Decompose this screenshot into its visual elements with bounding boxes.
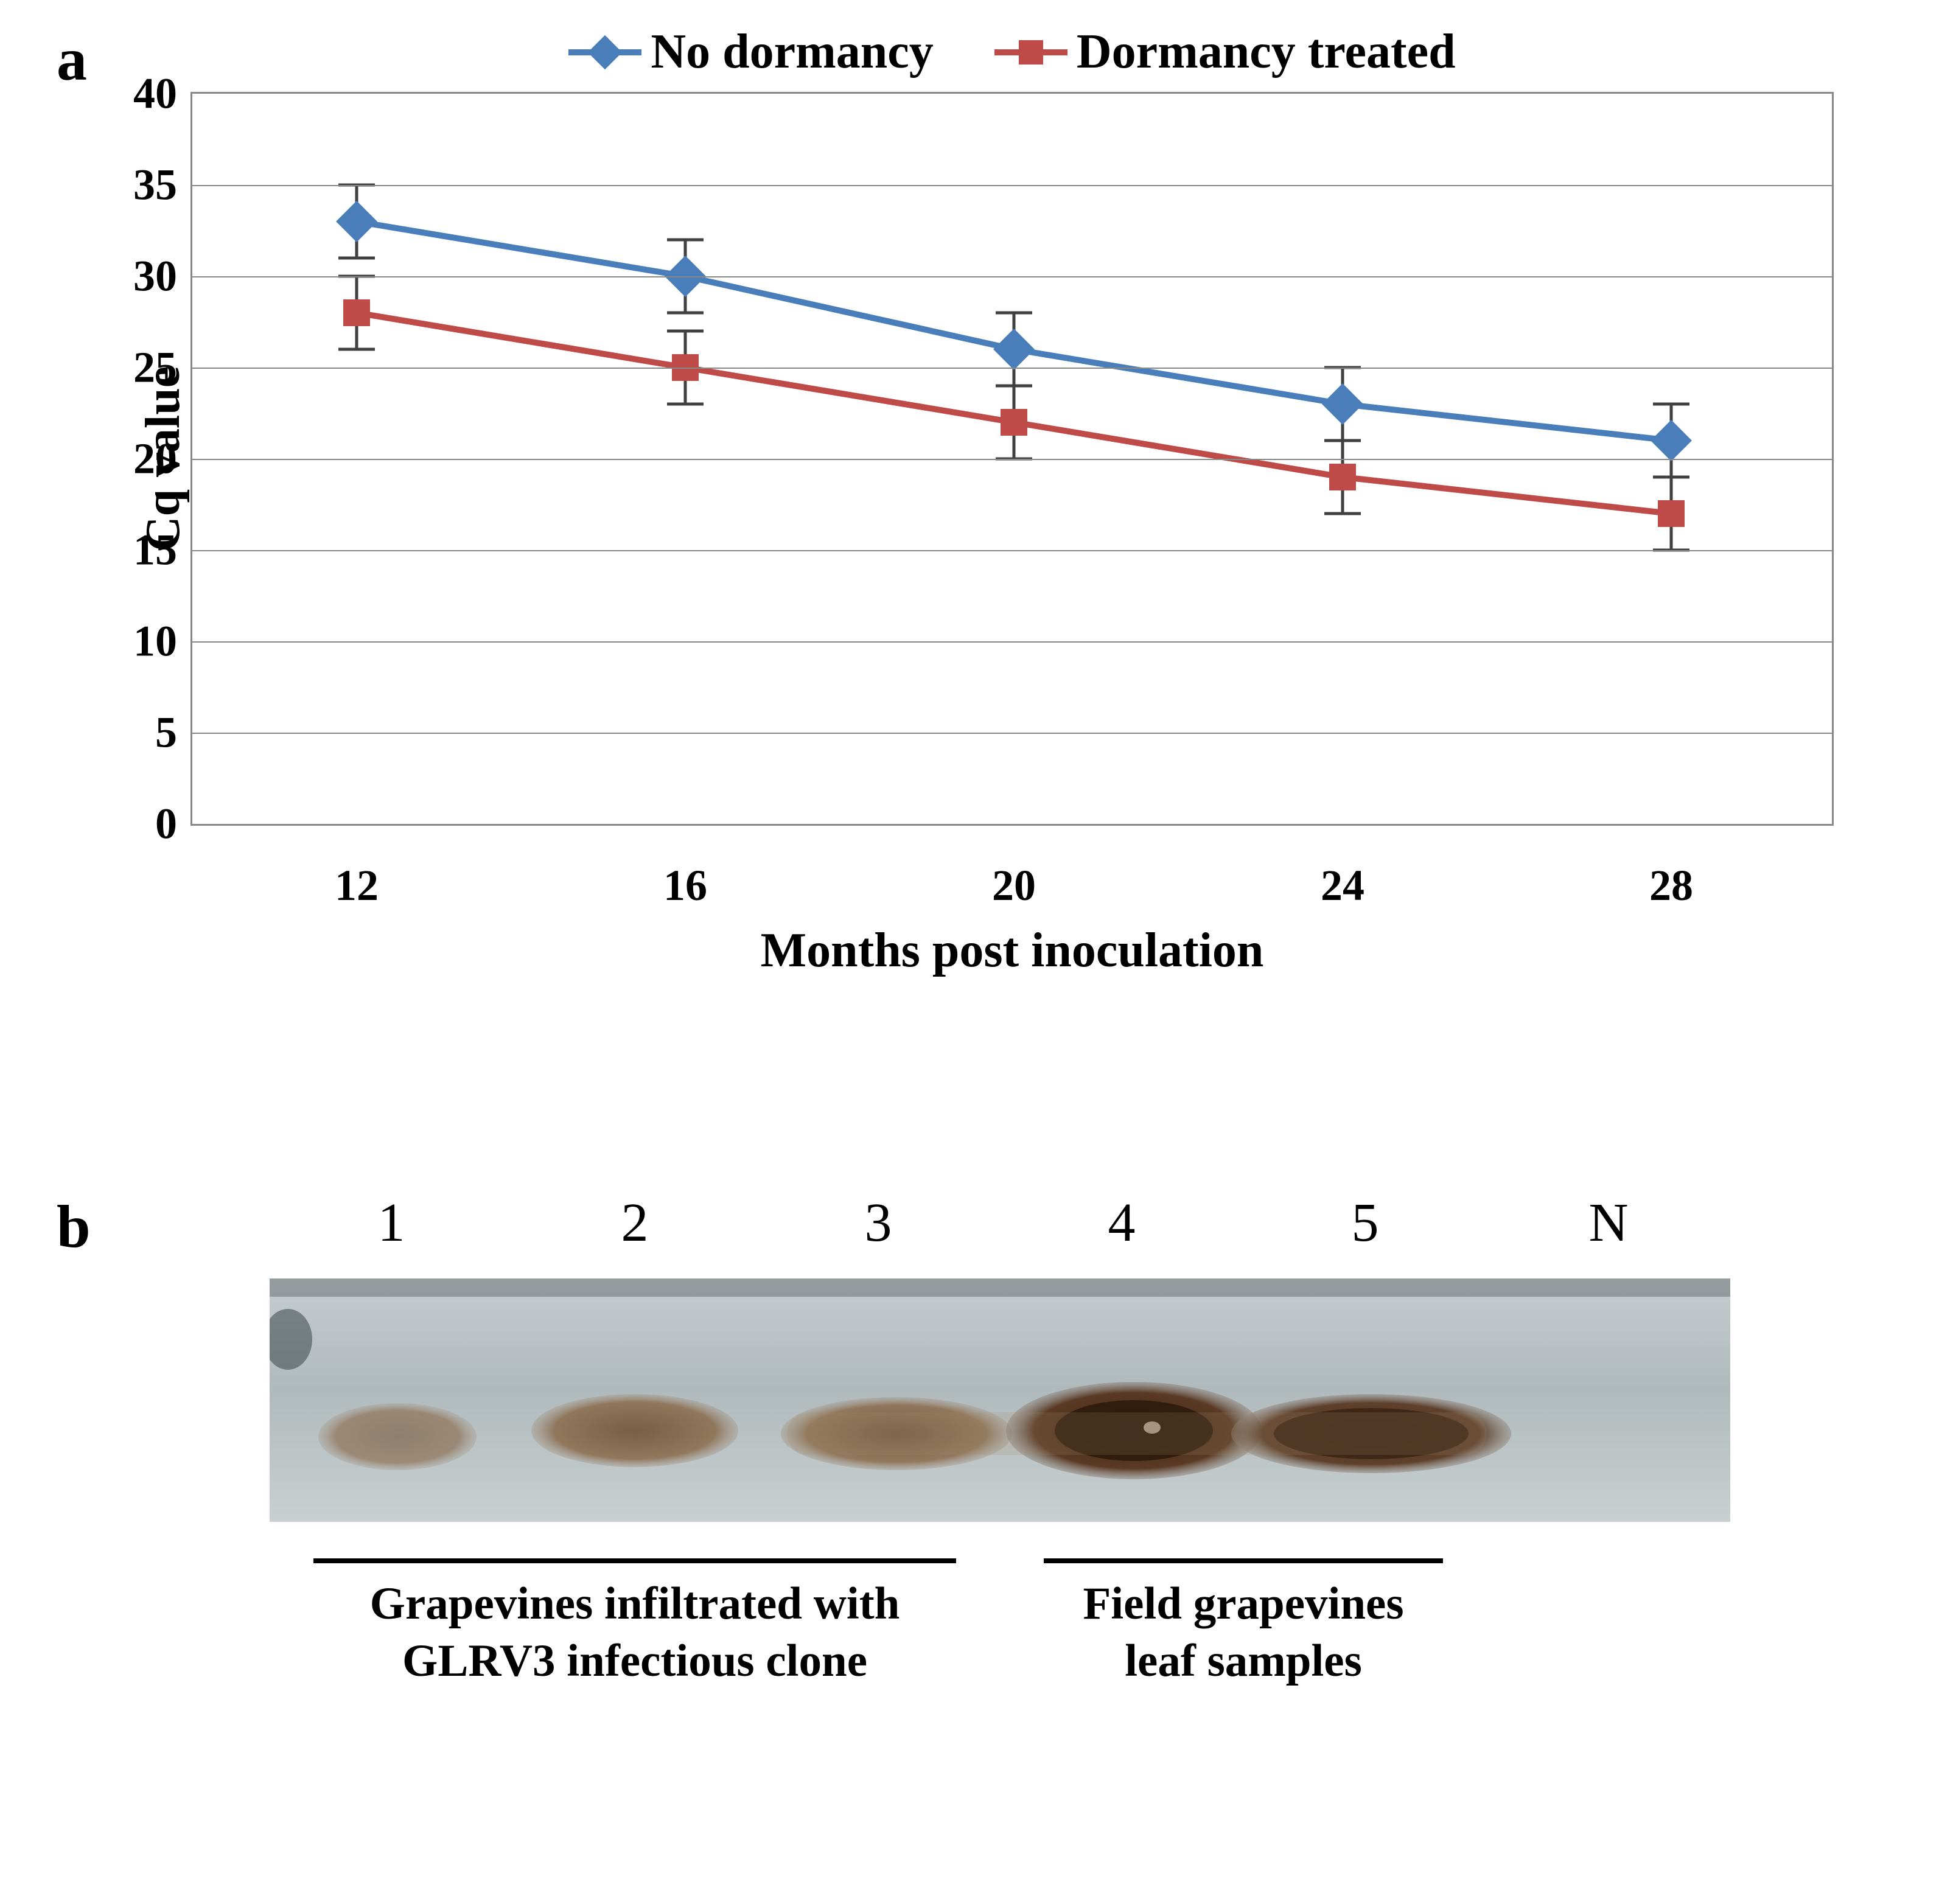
legend-swatch-no-dormancy bbox=[568, 49, 641, 55]
x-tick-label: 28 bbox=[1649, 824, 1693, 911]
x-tick-label: 16 bbox=[663, 824, 707, 911]
legend-label: Dormancy treated bbox=[1077, 24, 1456, 80]
lane-label: 3 bbox=[756, 1191, 1000, 1254]
lane-label: N bbox=[1487, 1191, 1730, 1254]
western-blot-image bbox=[270, 1278, 1730, 1522]
legend-swatch-dormancy-treated bbox=[994, 49, 1067, 55]
y-tick-label: 5 bbox=[155, 708, 192, 758]
grid-line bbox=[192, 641, 1832, 643]
group-underlines bbox=[270, 1558, 1730, 1563]
panel-b-label: b bbox=[57, 1191, 91, 1261]
grid-line bbox=[192, 368, 1832, 369]
group-labels: Grapevines infiltrated withGLRV3 infecti… bbox=[270, 1575, 1730, 1690]
line-chart: No dormancy Dormancy treated Cq value 05… bbox=[190, 24, 1834, 978]
y-tick-label: 15 bbox=[133, 525, 192, 576]
x-tick-label: 24 bbox=[1321, 824, 1364, 911]
y-tick-label: 30 bbox=[133, 251, 192, 302]
group-label: Field grapevinesleaf samples bbox=[1000, 1575, 1487, 1690]
grid-line bbox=[192, 733, 1832, 734]
panel-a-label: a bbox=[57, 24, 87, 94]
legend-label: No dormancy bbox=[651, 24, 933, 80]
grid-line bbox=[192, 550, 1832, 551]
x-tick-label: 20 bbox=[992, 824, 1036, 911]
y-tick-label: 10 bbox=[133, 616, 192, 667]
y-tick-label: 25 bbox=[133, 343, 192, 393]
x-axis-label: Months post inoculation bbox=[190, 923, 1834, 978]
grid-line bbox=[192, 185, 1832, 186]
chart-legend: No dormancy Dormancy treated bbox=[190, 24, 1834, 80]
legend-item-no-dormancy: No dormancy bbox=[568, 24, 933, 80]
lane-label: 5 bbox=[1243, 1191, 1487, 1254]
y-tick-label: 40 bbox=[133, 69, 192, 119]
group-underline bbox=[313, 1558, 956, 1563]
lane-label: 2 bbox=[513, 1191, 756, 1254]
lane-label: 1 bbox=[270, 1191, 513, 1254]
panel-a: a No dormancy bbox=[57, 24, 1882, 978]
group-underline bbox=[1044, 1558, 1443, 1563]
y-tick-label: 0 bbox=[155, 799, 192, 849]
lane-labels: 12345N bbox=[270, 1191, 1730, 1254]
lane-label: 4 bbox=[1000, 1191, 1243, 1254]
x-tick-label: 12 bbox=[335, 824, 379, 911]
grid-line bbox=[192, 459, 1832, 460]
plot-area: Cq value 05101520253035401216202428 bbox=[190, 92, 1834, 826]
grid-line bbox=[192, 276, 1832, 277]
panel-b: b 12345N Grapevines infiltrated withGLRV… bbox=[57, 1191, 1882, 1690]
legend-item-dormancy-treated: Dormancy treated bbox=[994, 24, 1456, 80]
group-label: Grapevines infiltrated withGLRV3 infecti… bbox=[270, 1575, 1000, 1690]
y-tick-label: 35 bbox=[133, 160, 192, 211]
y-tick-label: 20 bbox=[133, 434, 192, 484]
